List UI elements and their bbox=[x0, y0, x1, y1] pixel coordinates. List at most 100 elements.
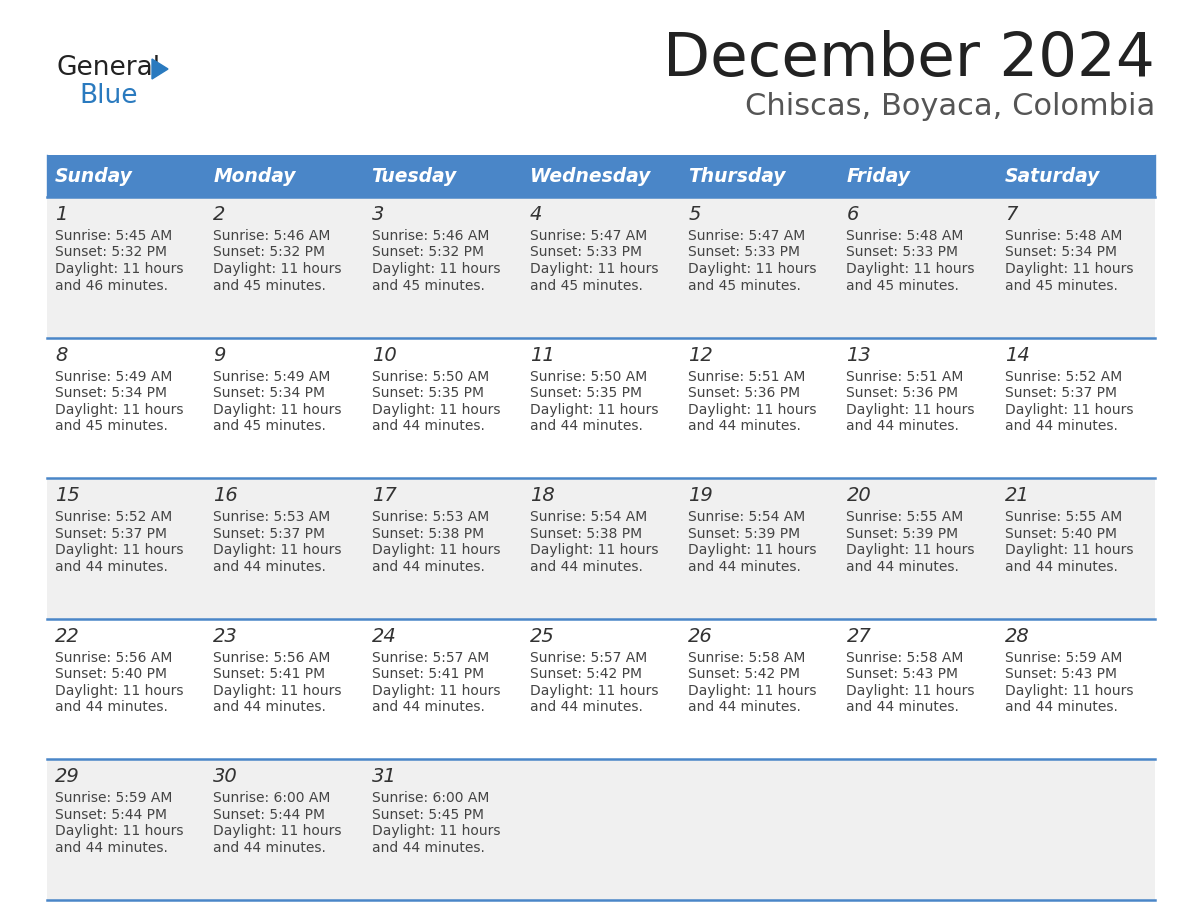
Text: and 44 minutes.: and 44 minutes. bbox=[688, 700, 801, 714]
Text: Sunset: 5:32 PM: Sunset: 5:32 PM bbox=[55, 245, 168, 260]
Text: and 46 minutes.: and 46 minutes. bbox=[55, 278, 168, 293]
Text: Sunset: 5:37 PM: Sunset: 5:37 PM bbox=[214, 527, 326, 541]
Text: and 44 minutes.: and 44 minutes. bbox=[846, 700, 959, 714]
Text: Friday: Friday bbox=[846, 166, 910, 185]
Text: Daylight: 11 hours: Daylight: 11 hours bbox=[846, 684, 975, 698]
Text: 12: 12 bbox=[688, 345, 713, 364]
Text: Sunrise: 5:47 AM: Sunrise: 5:47 AM bbox=[530, 229, 647, 243]
Text: and 44 minutes.: and 44 minutes. bbox=[214, 700, 327, 714]
Text: Sunrise: 5:55 AM: Sunrise: 5:55 AM bbox=[846, 510, 963, 524]
Text: Daylight: 11 hours: Daylight: 11 hours bbox=[530, 684, 658, 698]
Text: and 44 minutes.: and 44 minutes. bbox=[688, 420, 801, 433]
Text: 22: 22 bbox=[55, 627, 80, 645]
Text: Sunset: 5:43 PM: Sunset: 5:43 PM bbox=[1005, 667, 1117, 681]
Text: Daylight: 11 hours: Daylight: 11 hours bbox=[372, 403, 500, 417]
Text: Sunset: 5:34 PM: Sunset: 5:34 PM bbox=[1005, 245, 1117, 260]
Text: Sunrise: 5:58 AM: Sunrise: 5:58 AM bbox=[688, 651, 805, 665]
Text: Sunset: 5:40 PM: Sunset: 5:40 PM bbox=[55, 667, 168, 681]
Text: 17: 17 bbox=[372, 487, 397, 505]
Text: Sunrise: 5:52 AM: Sunrise: 5:52 AM bbox=[1005, 370, 1121, 384]
Text: 13: 13 bbox=[846, 345, 871, 364]
Text: 23: 23 bbox=[214, 627, 238, 645]
Text: and 44 minutes.: and 44 minutes. bbox=[530, 560, 643, 574]
Text: Sunset: 5:36 PM: Sunset: 5:36 PM bbox=[688, 386, 801, 400]
Text: Daylight: 11 hours: Daylight: 11 hours bbox=[214, 403, 342, 417]
Bar bbox=[681, 155, 839, 197]
Text: Daylight: 11 hours: Daylight: 11 hours bbox=[688, 684, 816, 698]
Text: Sunset: 5:34 PM: Sunset: 5:34 PM bbox=[214, 386, 326, 400]
Text: 4: 4 bbox=[530, 205, 542, 224]
Text: 25: 25 bbox=[530, 627, 555, 645]
Text: and 44 minutes.: and 44 minutes. bbox=[55, 560, 168, 574]
Text: Daylight: 11 hours: Daylight: 11 hours bbox=[688, 543, 816, 557]
Text: 19: 19 bbox=[688, 487, 713, 505]
Text: Sunset: 5:33 PM: Sunset: 5:33 PM bbox=[688, 245, 801, 260]
Text: 16: 16 bbox=[214, 487, 238, 505]
Text: Daylight: 11 hours: Daylight: 11 hours bbox=[55, 543, 183, 557]
Text: Sunset: 5:44 PM: Sunset: 5:44 PM bbox=[55, 808, 168, 822]
Text: Daylight: 11 hours: Daylight: 11 hours bbox=[688, 262, 816, 276]
Text: and 45 minutes.: and 45 minutes. bbox=[688, 278, 801, 293]
Text: 20: 20 bbox=[846, 487, 871, 505]
Text: Daylight: 11 hours: Daylight: 11 hours bbox=[55, 684, 183, 698]
Text: Sunrise: 5:53 AM: Sunrise: 5:53 AM bbox=[372, 510, 488, 524]
Text: Sunrise: 5:45 AM: Sunrise: 5:45 AM bbox=[55, 229, 172, 243]
Text: Daylight: 11 hours: Daylight: 11 hours bbox=[55, 824, 183, 838]
Text: Sunset: 5:43 PM: Sunset: 5:43 PM bbox=[846, 667, 959, 681]
Text: 26: 26 bbox=[688, 627, 713, 645]
Text: Daylight: 11 hours: Daylight: 11 hours bbox=[688, 403, 816, 417]
Text: Sunset: 5:32 PM: Sunset: 5:32 PM bbox=[214, 245, 326, 260]
Text: Sunset: 5:36 PM: Sunset: 5:36 PM bbox=[846, 386, 959, 400]
Text: 5: 5 bbox=[688, 205, 701, 224]
Text: Daylight: 11 hours: Daylight: 11 hours bbox=[55, 262, 183, 276]
Bar bbox=[48, 338, 1155, 478]
Text: Sunrise: 5:56 AM: Sunrise: 5:56 AM bbox=[55, 651, 172, 665]
Bar bbox=[48, 759, 1155, 900]
Text: Sunrise: 5:53 AM: Sunrise: 5:53 AM bbox=[214, 510, 330, 524]
Bar bbox=[48, 155, 206, 197]
Text: Sunrise: 5:49 AM: Sunrise: 5:49 AM bbox=[55, 370, 172, 384]
Text: 31: 31 bbox=[372, 767, 397, 787]
Text: 27: 27 bbox=[846, 627, 871, 645]
Text: and 44 minutes.: and 44 minutes. bbox=[372, 841, 485, 855]
Text: 9: 9 bbox=[214, 345, 226, 364]
Text: and 45 minutes.: and 45 minutes. bbox=[55, 420, 168, 433]
Bar bbox=[364, 155, 522, 197]
Text: Sunset: 5:37 PM: Sunset: 5:37 PM bbox=[1005, 386, 1117, 400]
Text: and 45 minutes.: and 45 minutes. bbox=[846, 278, 959, 293]
Text: Tuesday: Tuesday bbox=[372, 166, 457, 185]
Bar bbox=[206, 155, 364, 197]
Text: Sunset: 5:38 PM: Sunset: 5:38 PM bbox=[372, 527, 484, 541]
Text: Daylight: 11 hours: Daylight: 11 hours bbox=[55, 403, 183, 417]
Text: and 45 minutes.: and 45 minutes. bbox=[214, 420, 327, 433]
Text: 3: 3 bbox=[372, 205, 384, 224]
Text: December 2024: December 2024 bbox=[663, 30, 1155, 89]
Text: 11: 11 bbox=[530, 345, 555, 364]
Text: Daylight: 11 hours: Daylight: 11 hours bbox=[1005, 403, 1133, 417]
Text: Sunrise: 5:54 AM: Sunrise: 5:54 AM bbox=[530, 510, 647, 524]
Text: Sunrise: 5:48 AM: Sunrise: 5:48 AM bbox=[846, 229, 963, 243]
Text: Sunrise: 5:46 AM: Sunrise: 5:46 AM bbox=[372, 229, 489, 243]
Text: Daylight: 11 hours: Daylight: 11 hours bbox=[1005, 684, 1133, 698]
Text: Sunrise: 5:50 AM: Sunrise: 5:50 AM bbox=[372, 370, 488, 384]
Text: Sunrise: 5:59 AM: Sunrise: 5:59 AM bbox=[55, 791, 172, 805]
Text: Sunset: 5:41 PM: Sunset: 5:41 PM bbox=[372, 667, 484, 681]
Text: and 44 minutes.: and 44 minutes. bbox=[214, 841, 327, 855]
Bar bbox=[522, 155, 681, 197]
Text: Sunset: 5:33 PM: Sunset: 5:33 PM bbox=[530, 245, 642, 260]
Text: Daylight: 11 hours: Daylight: 11 hours bbox=[214, 262, 342, 276]
Text: and 44 minutes.: and 44 minutes. bbox=[55, 700, 168, 714]
Polygon shape bbox=[152, 59, 168, 79]
Text: Daylight: 11 hours: Daylight: 11 hours bbox=[530, 262, 658, 276]
Text: Thursday: Thursday bbox=[688, 166, 785, 185]
Text: Daylight: 11 hours: Daylight: 11 hours bbox=[372, 543, 500, 557]
Text: Sunrise: 5:58 AM: Sunrise: 5:58 AM bbox=[846, 651, 963, 665]
Text: Daylight: 11 hours: Daylight: 11 hours bbox=[530, 403, 658, 417]
Bar bbox=[997, 155, 1155, 197]
Text: and 44 minutes.: and 44 minutes. bbox=[846, 420, 959, 433]
Text: Sunrise: 5:52 AM: Sunrise: 5:52 AM bbox=[55, 510, 172, 524]
Text: Sunrise: 5:50 AM: Sunrise: 5:50 AM bbox=[530, 370, 647, 384]
Text: Chiscas, Boyaca, Colombia: Chiscas, Boyaca, Colombia bbox=[745, 92, 1155, 121]
Text: Saturday: Saturday bbox=[1005, 166, 1100, 185]
Text: Daylight: 11 hours: Daylight: 11 hours bbox=[372, 262, 500, 276]
